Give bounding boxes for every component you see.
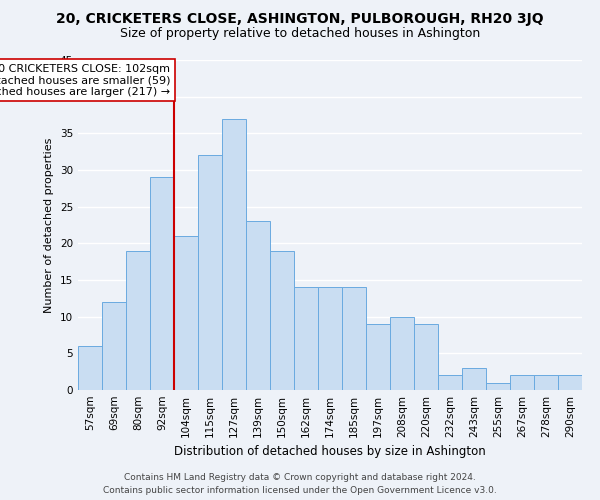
X-axis label: Distribution of detached houses by size in Ashington: Distribution of detached houses by size … <box>174 446 486 458</box>
Bar <box>366 324 390 390</box>
Bar <box>222 118 246 390</box>
Bar <box>174 236 198 390</box>
Text: 20 CRICKETERS CLOSE: 102sqm
← 21% of detached houses are smaller (59)
78% of sem: 20 CRICKETERS CLOSE: 102sqm ← 21% of det… <box>0 64 170 97</box>
Bar <box>510 376 534 390</box>
Bar <box>126 250 150 390</box>
Bar <box>198 156 222 390</box>
Bar <box>486 382 510 390</box>
Bar <box>438 376 462 390</box>
Bar <box>558 376 582 390</box>
Bar <box>102 302 126 390</box>
Bar <box>462 368 486 390</box>
Text: Contains HM Land Registry data © Crown copyright and database right 2024.
Contai: Contains HM Land Registry data © Crown c… <box>103 473 497 495</box>
Y-axis label: Number of detached properties: Number of detached properties <box>44 138 55 312</box>
Bar <box>78 346 102 390</box>
Bar <box>342 288 366 390</box>
Bar <box>150 178 174 390</box>
Bar <box>318 288 342 390</box>
Text: 20, CRICKETERS CLOSE, ASHINGTON, PULBOROUGH, RH20 3JQ: 20, CRICKETERS CLOSE, ASHINGTON, PULBORO… <box>56 12 544 26</box>
Bar <box>270 250 294 390</box>
Bar <box>414 324 438 390</box>
Bar <box>390 316 414 390</box>
Bar <box>294 288 318 390</box>
Bar <box>534 376 558 390</box>
Text: Size of property relative to detached houses in Ashington: Size of property relative to detached ho… <box>120 28 480 40</box>
Bar <box>246 222 270 390</box>
